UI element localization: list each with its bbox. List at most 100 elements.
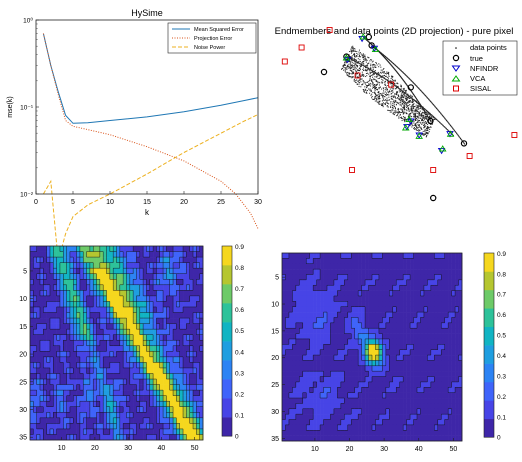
heat-cell: [169, 268, 174, 275]
data-point: [425, 113, 427, 115]
heat-cell: [189, 379, 194, 385]
heat-cell: [63, 257, 67, 263]
heat-cell: [183, 318, 187, 324]
data-point: [365, 66, 367, 68]
marker-true: [365, 33, 372, 41]
heat-cell: [66, 290, 71, 297]
heat-cell: [63, 428, 67, 435]
data-point: [403, 91, 405, 93]
data-point: [374, 86, 376, 88]
data-point: [420, 128, 422, 130]
data-point: [360, 66, 362, 68]
heat-cell: [69, 379, 74, 385]
heat-cell: [143, 340, 147, 347]
heat-cell: [59, 323, 64, 330]
data-point: [379, 101, 381, 103]
heat-cell: [136, 334, 141, 341]
data-point: [418, 105, 420, 107]
heat-cell: [30, 279, 34, 286]
heat-cell: [133, 395, 137, 402]
data-point: [435, 118, 438, 120]
heat-cell: [33, 262, 37, 269]
data-point: [409, 96, 411, 98]
heat-cell: [176, 334, 181, 341]
heat-cell: [56, 373, 61, 380]
data-point: [354, 60, 356, 62]
heat-cell: [139, 406, 144, 413]
heat-cell: [103, 334, 107, 341]
data-point: [350, 52, 352, 54]
heat-cell: [116, 323, 121, 330]
heat-cell: [199, 295, 204, 302]
heat-cell: [76, 390, 81, 396]
heat-cell: [146, 273, 151, 280]
heat-cell: [176, 412, 181, 419]
data-point: [425, 125, 427, 127]
data-point: [375, 88, 377, 90]
heat-cell: [56, 340, 61, 347]
heat-cell: [86, 268, 91, 275]
heat-cell: [33, 428, 37, 435]
heat-cell: [49, 268, 54, 275]
heat-cell: [46, 301, 51, 308]
heat-cell: [109, 340, 114, 347]
heat-cell: [199, 306, 204, 313]
heat-cell: [33, 373, 37, 380]
projection-data-cloud: [341, 37, 466, 145]
marker-sisal: [388, 81, 395, 88]
heat-cell: [83, 295, 87, 302]
data-point: [426, 127, 428, 129]
data-point: [377, 73, 379, 75]
data-point: [387, 81, 389, 83]
data-point: [419, 106, 421, 108]
data-point: [398, 117, 400, 119]
heat-cell: [129, 290, 134, 297]
data-point: [350, 56, 352, 58]
data-point: [398, 73, 400, 75]
data-point: [388, 94, 390, 96]
data-point: [397, 111, 399, 113]
heat-cell: [109, 428, 114, 435]
heat-cell: [49, 257, 54, 263]
heat-cell: [103, 417, 107, 424]
data-point: [386, 79, 388, 81]
data-point: [400, 89, 402, 91]
data-point: [456, 133, 458, 135]
data-point: [380, 72, 382, 74]
heat-cell: [133, 312, 137, 319]
heat-cell: [93, 362, 97, 369]
heat-cell: [109, 412, 114, 419]
data-point: [418, 130, 420, 132]
heat-cell: [59, 318, 64, 324]
data-point: [407, 102, 409, 104]
heat-cell: [30, 412, 34, 419]
heat-cell: [176, 329, 181, 335]
heat-cell: [109, 351, 114, 358]
heat-cell: [143, 434, 147, 441]
data-point: [370, 91, 372, 93]
heat-cell: [30, 246, 34, 252]
data-point: [454, 130, 456, 133]
data-point: [395, 88, 397, 90]
data-point: [396, 66, 398, 68]
heat-cell: [113, 273, 117, 280]
heat-cell: [169, 384, 174, 391]
hysime-axes-box: [35, 19, 259, 195]
data-point: [389, 88, 391, 90]
data-point: [364, 56, 366, 58]
data-point: [386, 88, 388, 90]
heat-cell: [43, 351, 47, 358]
heat-cell: [86, 362, 91, 369]
heat-cell: [33, 417, 37, 424]
heat-cell: [159, 306, 164, 313]
data-point: [386, 100, 388, 102]
data-point: [376, 101, 378, 103]
heat-cell: [176, 384, 181, 391]
heat-cell: [113, 390, 117, 396]
data-point: [383, 71, 385, 73]
heat-cell: [179, 340, 184, 347]
data-point: [459, 137, 461, 139]
heat-cell: [126, 284, 131, 291]
data-point: [366, 87, 368, 89]
heat-cell: [43, 428, 47, 435]
